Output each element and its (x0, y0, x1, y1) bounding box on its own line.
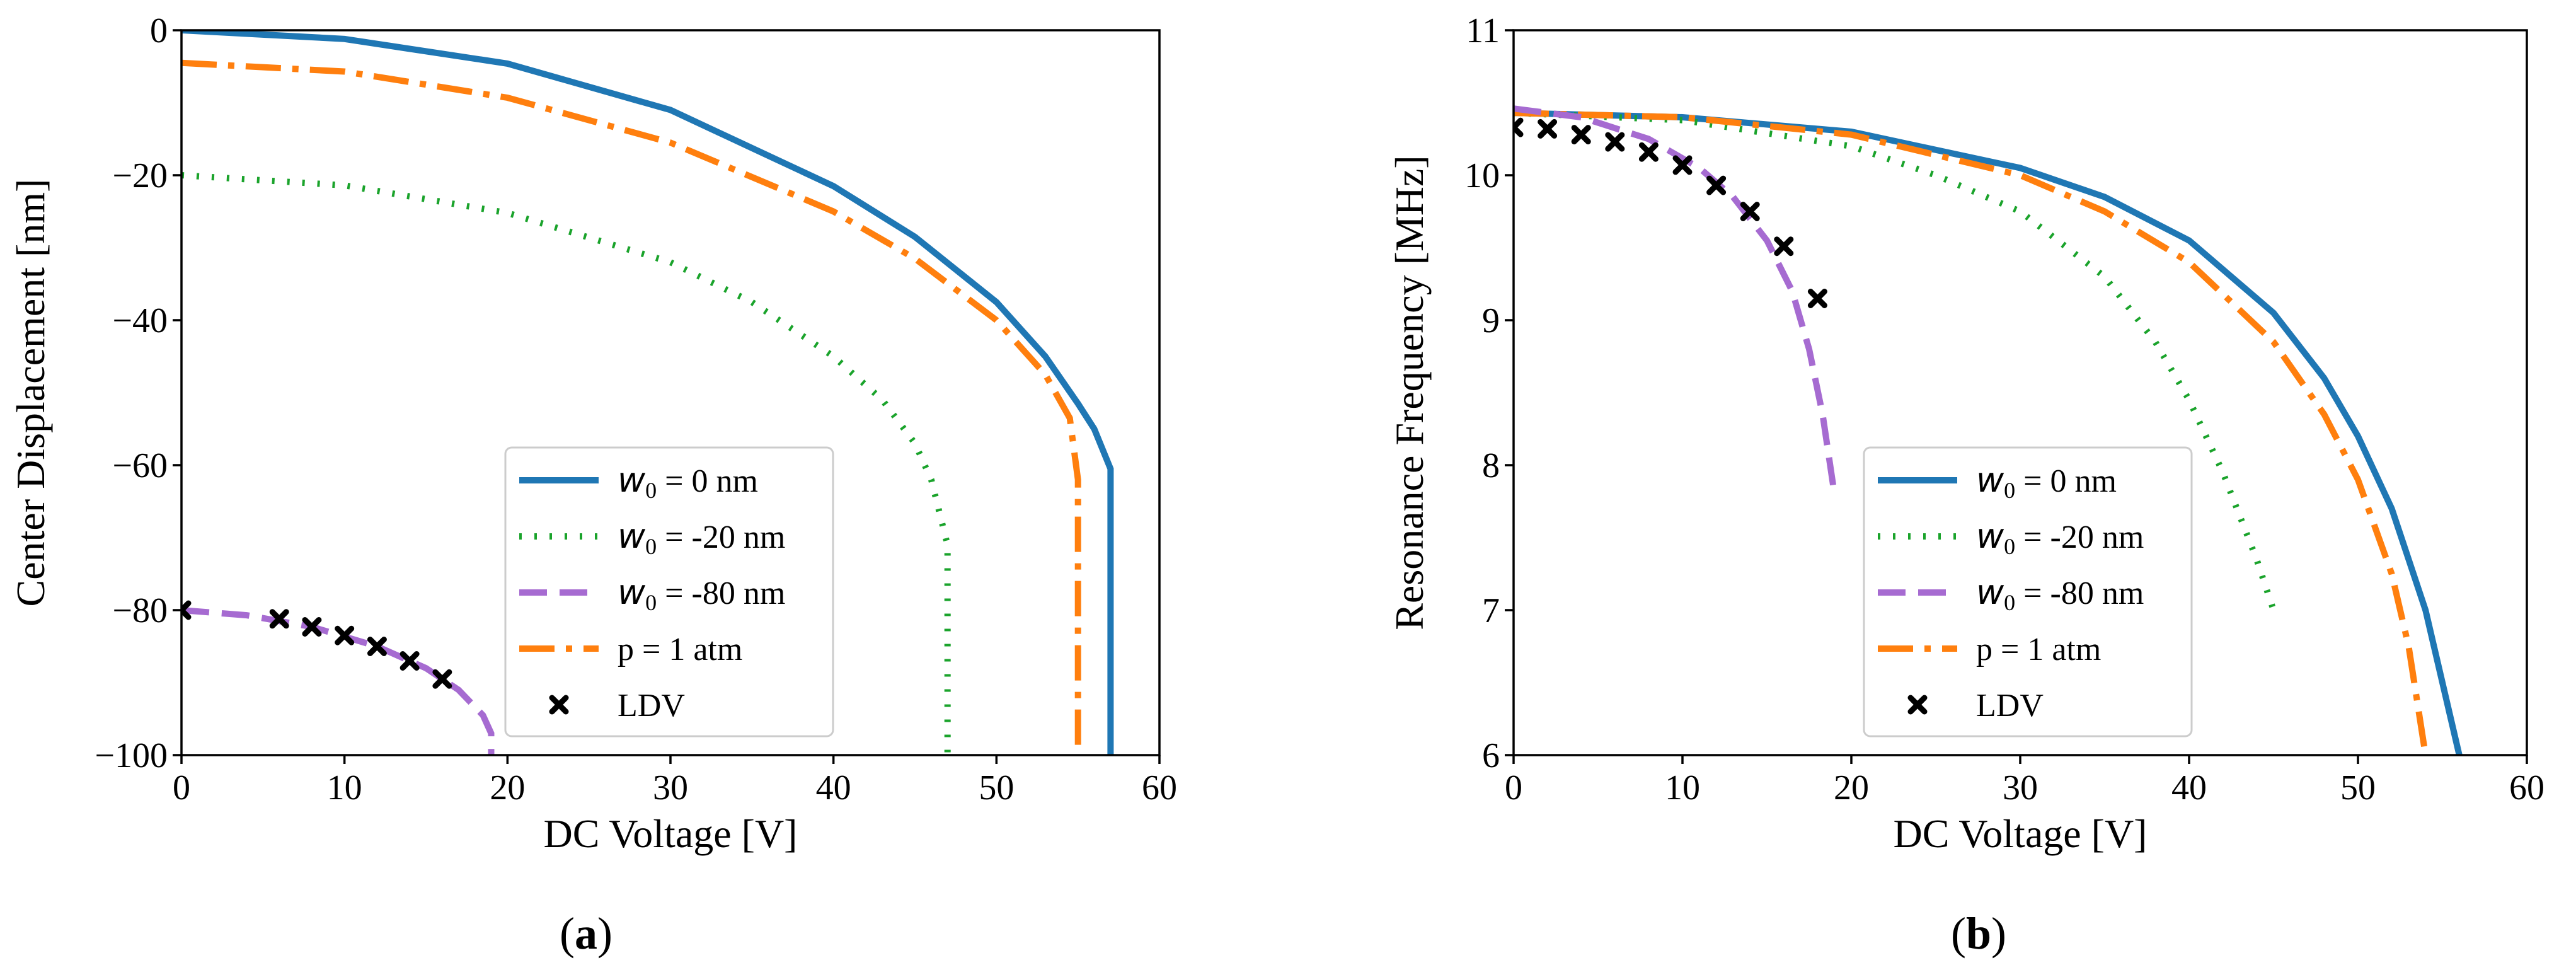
panel-b-legend-item: w0 = -20 nm (1878, 516, 2144, 559)
panel-b-x-tick-label: 40 (2171, 768, 2207, 807)
panel-b-ldv-marker (1638, 142, 1659, 162)
panel-b-x-tick-label: 20 (1834, 768, 1869, 807)
panel-a-x-tick-label: 20 (490, 768, 525, 807)
panel-b-ldv-marker (1605, 132, 1625, 152)
panel-b-x-tick-label: 0 (1505, 768, 1522, 807)
panel-a-x-tick-label: 40 (816, 768, 851, 807)
panel-b-ldv-marker (1571, 125, 1591, 145)
panel-b-x-tick-label: 30 (2003, 768, 2038, 807)
panel-a-legend-item: p = 1 atm (519, 632, 742, 668)
panel-b-ldv-marker (1807, 289, 1827, 308)
panel-b-x-tick-label: 60 (2509, 768, 2544, 807)
panel-a-y-tick-label: −40 (112, 301, 168, 340)
panel-a-x-tick-label: 0 (173, 768, 190, 807)
panel-b-y-tick-label: 9 (1482, 301, 1500, 340)
panel-a-legend-item: w0 = -80 nm (519, 572, 785, 615)
panel-a-legend-marker (549, 695, 569, 715)
panel-a-y-tick-label: −60 (112, 446, 168, 485)
panel-a-series-w0-0-nm (181, 30, 1114, 755)
panel-b-label: (b) (1951, 908, 2006, 959)
panel-b-y-axis-title: Resonance Frequency [MHz] (1387, 155, 1432, 630)
panel-a-series-w0-80-nm (181, 607, 495, 755)
panel-a-ldv-marker (432, 669, 452, 689)
panel-b-legend-marker (1907, 695, 1928, 715)
panel-a-y-axis-title: Center Displacement [nm] (8, 179, 53, 607)
panel-a-legend-item: LDV (549, 688, 685, 724)
panel-a-ldv-marker (335, 625, 355, 645)
panel-b-series-w0-80-nm (1514, 105, 1838, 495)
panel-a-chart: 0 10 20 30 40 50 60 0 −20 −40 −60 −80 −100 DC Voltage… (8, 11, 1177, 856)
panel-a-label: (a) (560, 908, 612, 959)
panel-b-legend-label: w0 = -80 nm (1976, 572, 2144, 615)
panel-a-legend-label: w0 = 0 nm (618, 460, 758, 503)
panel-a-y-tick-label: −80 (112, 591, 168, 630)
panel-b-y-tick-label: 6 (1482, 736, 1500, 775)
panel-a-x-tick-label: 60 (1142, 768, 1177, 807)
panel-a-legend-label: p = 1 atm (618, 632, 742, 668)
panel-b-chart: 0 10 20 30 40 50 60 6 7 8 9 10 11 DC Voltage [V] Reson… (1387, 11, 2544, 856)
panel-a-ldv-marker (302, 616, 322, 637)
panel-a-series-p-1-atm (181, 59, 1081, 755)
panel-a-legend-label: w0 = -80 nm (618, 572, 785, 615)
panel-b-legend: w0 = 0 nm w0 = -20 nm w0 = -80 nm p = 1 atm… (1863, 446, 2193, 737)
panel-a-legend-item: w0 = -20 nm (519, 516, 785, 559)
panel-b-y-tick-label: 8 (1482, 446, 1500, 485)
panel-b-y-tick-label: 10 (1464, 156, 1500, 195)
panel-a-legend-box (504, 446, 834, 737)
panel-b-ldv-marker (1740, 202, 1760, 221)
panel-b-legend-item: w0 = -80 nm (1878, 572, 2144, 615)
panel-a-x-axis-title: DC Voltage [V] (544, 811, 798, 856)
panel-a-ldv-marker (269, 609, 289, 629)
panel-b-x-axis-title: DC Voltage [V] (1894, 811, 2148, 856)
panel-a-y-tick-label: −100 (95, 736, 168, 775)
panel-b-legend-item: p = 1 atm (1878, 632, 2101, 668)
panel-a-x-tick-label: 10 (327, 768, 362, 807)
panel-b-x-tick-label: 10 (1665, 768, 1700, 807)
panel-b-plot-area (1514, 105, 2463, 755)
panel-b-ldv-marker (1672, 155, 1693, 175)
panel-a-y-tick-label: 0 (150, 11, 168, 50)
panel-b-legend-label: w0 = 0 nm (1976, 460, 2117, 503)
panel-b-legend-label: LDV (1976, 688, 2044, 724)
panel-b-y-tick-label: 7 (1482, 591, 1500, 630)
panel-b-ldv-marker (1538, 119, 1558, 139)
panel-b-x-tick-label: 50 (2340, 768, 2376, 807)
panel-a-plot-area (181, 30, 1114, 755)
panel-a-ldv-marker (400, 651, 420, 671)
panel-b-legend-label: w0 = -20 nm (1976, 516, 2144, 559)
panel-b-ldv-marker (1514, 117, 1524, 137)
panel-b-y-tick-label: 11 (1466, 11, 1500, 50)
panel-a-x-tick-label: 50 (979, 768, 1014, 807)
panel-a-series-w0-20-nm (181, 172, 951, 755)
panel-a-legend-item: w0 = 0 nm (519, 460, 758, 503)
panel-b-legend-label: p = 1 atm (1976, 632, 2101, 668)
panel-b-ldv-marker (1774, 236, 1794, 257)
panel-a-ldv-marker (181, 600, 192, 620)
panel-a-legend-label: LDV (618, 688, 685, 724)
panel-a-legend-label: w0 = -20 nm (618, 516, 785, 559)
panel-b-legend-item: w0 = 0 nm (1878, 460, 2117, 503)
panel-b-legend-item: LDV (1907, 688, 2044, 724)
panel-b-series-p-1-atm (1514, 110, 2429, 755)
panel-b-ldv-marker (1706, 175, 1727, 195)
panel-a-x-tick-label: 30 (653, 768, 688, 807)
panel-a-legend: w0 = 0 nm w0 = -20 nm w0 = -80 nm p = 1 atm… (504, 446, 834, 737)
panel-a-y-tick-label: −20 (112, 156, 168, 195)
panel-a-ldv-marker (367, 637, 387, 656)
panel-b-legend-box (1863, 446, 2193, 737)
